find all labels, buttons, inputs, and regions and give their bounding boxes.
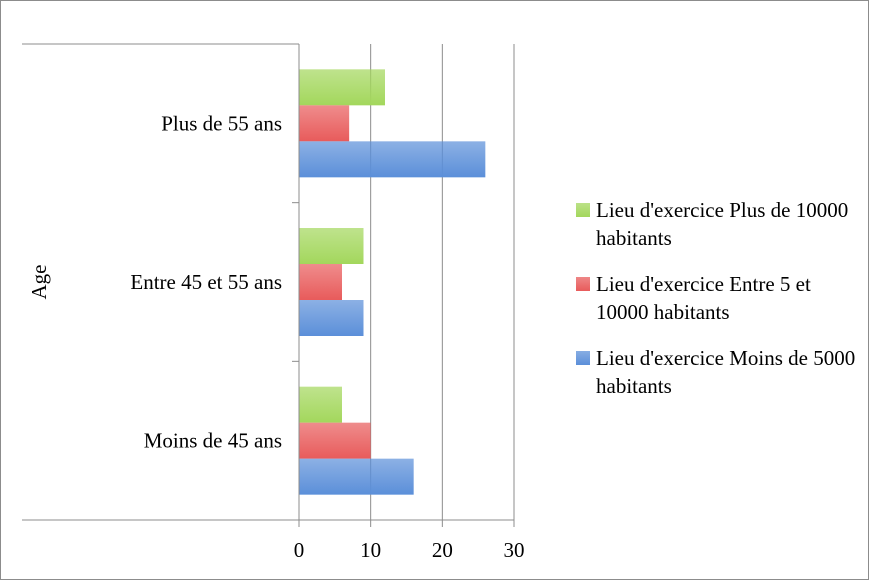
bar-moins-de-45-ans-s0	[299, 458, 414, 495]
legend-item-plus-10000: Lieu d'exercice Plus de 10000 habitants	[576, 196, 856, 252]
x-tick-label: 10	[360, 538, 381, 562]
axes	[22, 43, 515, 527]
x-tick-label: 20	[432, 538, 453, 562]
bar-plus-de-55-ans-s1	[299, 105, 350, 142]
bar-moins-de-45-ans-s2	[299, 386, 342, 423]
bar-plus-de-55-ans-s2	[299, 69, 385, 106]
y-category-label: Entre 45 et 55 ans	[130, 270, 282, 294]
labels: 0 10 20 30 Moins de 45 ans Entre 45 et 55 ans…	[130, 111, 524, 562]
legend-label: Lieu d'exercice Plus de 10000 habitants	[596, 198, 849, 250]
bar-plus-de-55-ans-s0	[299, 141, 486, 178]
x-tick-label: 0	[294, 538, 305, 562]
x-tick-label: 30	[504, 538, 525, 562]
legend: Lieu d'exercice Plus de 10000 habitants …	[576, 196, 856, 418]
y-axis-title: Age	[27, 265, 51, 300]
y-category-label: Plus de 55 ans	[161, 111, 282, 135]
legend-label: Lieu d'exercice Entre 5 et 10000 habitan…	[596, 272, 811, 324]
gridlines	[370, 44, 515, 520]
legend-item-moins-5000: Lieu d'exercice Moins de 5000 habitants	[576, 344, 856, 400]
bar-moins-de-45-ans-s1	[299, 422, 371, 459]
y-category-label: Moins de 45 ans	[144, 429, 282, 453]
legend-label: Lieu d'exercice Moins de 5000 habitants	[596, 346, 856, 398]
bar-entre-45-et-55-ans-s2	[299, 228, 364, 264]
legend-swatch-green	[576, 203, 590, 217]
bar-entre-45-et-55-ans-s1	[299, 264, 342, 300]
bars	[299, 69, 486, 495]
bar-entre-45-et-55-ans-s0	[299, 300, 364, 336]
legend-swatch-blue	[576, 351, 590, 365]
legend-item-5-10000: Lieu d'exercice Entre 5 et 10000 habitan…	[576, 270, 856, 326]
legend-swatch-red	[576, 277, 590, 291]
